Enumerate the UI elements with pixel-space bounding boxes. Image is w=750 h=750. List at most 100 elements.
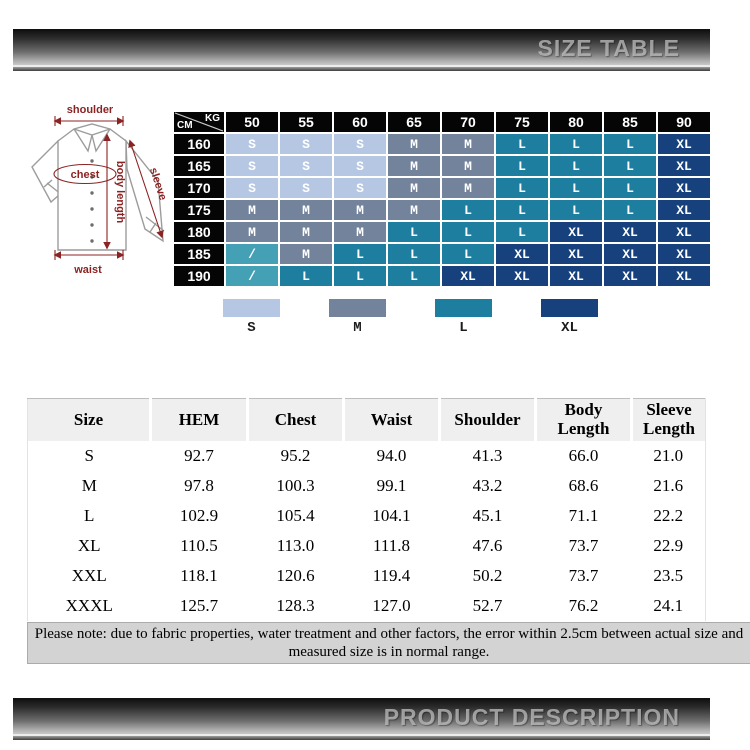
measure-cell: 43.2	[472, 476, 503, 495]
legend-item-XL: XL	[541, 299, 598, 336]
matrix-row-185: 185/M L L L XL XL XL XL	[174, 244, 710, 264]
shirt-buttons	[90, 159, 94, 243]
measure-cell: S	[84, 446, 94, 465]
legend: S M L XL	[223, 299, 598, 336]
measure-cell: 94.0	[376, 446, 407, 465]
matrix-cell: L	[388, 244, 440, 264]
measure-cell: 21.6	[653, 476, 684, 495]
matrix-cell: M	[388, 134, 440, 154]
measure-cell: 102.9	[179, 506, 219, 525]
weight-header-80: 80	[550, 112, 602, 132]
matrix-cell: M	[388, 156, 440, 176]
measure-cell: 50.2	[472, 566, 503, 585]
measure-cell: 24.1	[653, 596, 684, 615]
product-description-title: PRODUCT DESCRIPTION	[383, 704, 680, 730]
matrix-cell: L	[550, 178, 602, 198]
chest-ellipse	[53, 163, 117, 185]
matrix-cell: L	[388, 222, 440, 242]
matrix-cell: M	[280, 244, 332, 264]
height-header-190: 190	[174, 266, 224, 286]
weight-header-70: 70	[442, 112, 494, 132]
product-description-banner-bar: PRODUCT DESCRIPTION	[13, 698, 710, 734]
matrix-cell: M	[442, 178, 494, 198]
matrix-cell: L	[604, 134, 656, 154]
matrix-cell: XL	[550, 266, 602, 286]
weight-header-50: 50	[226, 112, 278, 132]
matrix-cell: XL	[658, 156, 710, 176]
height-header-175: 175	[174, 200, 224, 220]
matrix-cell: L	[604, 156, 656, 176]
measure-cell: 76.2	[568, 596, 599, 615]
matrix-cell: XL	[496, 244, 548, 264]
matrix-cell: L	[550, 200, 602, 220]
matrix-cell: L	[604, 200, 656, 220]
height-header-160: 160	[174, 134, 224, 154]
matrix-cell: M	[388, 200, 440, 220]
matrix-cell: L	[496, 178, 548, 198]
legend-item-L: L	[435, 299, 492, 336]
matrix-cell: XL	[658, 222, 710, 242]
product-description-banner: PRODUCT DESCRIPTION	[13, 698, 710, 740]
measure-cell: 119.4	[372, 566, 411, 585]
height-header-170: 170	[174, 178, 224, 198]
legend-label-XL: XL	[561, 320, 578, 336]
measure-cell: 99.1	[376, 476, 407, 495]
weight-header-55: 55	[280, 112, 332, 132]
measure-header: Sleeve Length	[630, 398, 706, 441]
corner-cm-label: CM	[177, 120, 193, 131]
matrix-cell: S	[280, 134, 332, 154]
measure-cell: 45.1	[472, 506, 503, 525]
matrix-cell: M	[334, 222, 386, 242]
measure-header: Size	[27, 398, 151, 441]
legend-swatch-L	[435, 299, 492, 317]
legend-item-S: S	[223, 299, 280, 336]
height-header-185: 185	[174, 244, 224, 264]
measure-cell: 118.1	[180, 566, 218, 585]
size-table-banner: SIZE TABLE	[13, 29, 710, 71]
matrix-cell: /	[226, 244, 278, 264]
measure-header: Waist	[342, 398, 440, 441]
matrix-cell: XL	[658, 178, 710, 198]
matrix-cell: M	[334, 200, 386, 220]
matrix-cell: XL	[658, 134, 710, 154]
matrix-cell: M	[388, 178, 440, 198]
waist-label: waist	[73, 264, 102, 276]
weight-header-75: 75	[496, 112, 548, 132]
measure-cell: 111.8	[373, 536, 410, 555]
chest-label: chest	[71, 169, 100, 181]
legend-swatch-S	[223, 299, 280, 317]
measure-cell: 128.3	[276, 596, 315, 615]
banner-divider-dark	[13, 736, 710, 740]
legend-label-M: M	[353, 320, 362, 336]
matrix-corner-cell: KG CM	[174, 112, 224, 132]
height-header-180: 180	[174, 222, 224, 242]
matrix-cell: M	[226, 200, 278, 220]
measure-cell: L	[84, 506, 95, 525]
measure-header-row: Size HEM Chest Waist Shoulder Body Length Slee…	[27, 398, 706, 441]
legend-label-S: S	[247, 320, 256, 336]
banner-divider-light	[13, 65, 710, 67]
measure-cell: 95.2	[280, 446, 311, 465]
measure-cell: 92.7	[184, 446, 214, 465]
matrix-cell: L	[442, 200, 494, 220]
matrix-cell: XL	[550, 222, 602, 242]
size-note: Please note: due to fabric properties, w…	[27, 622, 750, 664]
matrix-cell: L	[496, 156, 548, 176]
matrix-cell: S	[334, 178, 386, 198]
matrix-cell: XL	[604, 222, 656, 242]
matrix-cell: S	[226, 156, 278, 176]
measure-cell: 120.6	[276, 566, 315, 585]
measure-body: S 92.7 95.2 94.0 41.3 66.0 21.0 M 97.8 100.3 99.1 4…	[28, 441, 706, 621]
matrix-cell: XL	[442, 266, 494, 286]
banner-divider-dark	[13, 67, 710, 71]
measure-row-XXXL: XXXL 125.7 128.3 127.0 52.7 76.2 24.1	[28, 591, 706, 621]
matrix-cell: XL	[658, 266, 710, 286]
measure-cell: 73.7	[568, 536, 599, 555]
measure-cell: XXL	[71, 566, 107, 585]
measure-cell: 68.6	[568, 476, 599, 495]
measure-cell: 52.7	[472, 596, 503, 615]
measure-row-XL: XL 110.5 113.0 111.8 47.6 73.7 22.9	[28, 531, 706, 561]
legend-swatch-XL	[541, 299, 598, 317]
matrix-cell: L	[496, 134, 548, 154]
measure-cell: 100.3	[276, 476, 315, 495]
